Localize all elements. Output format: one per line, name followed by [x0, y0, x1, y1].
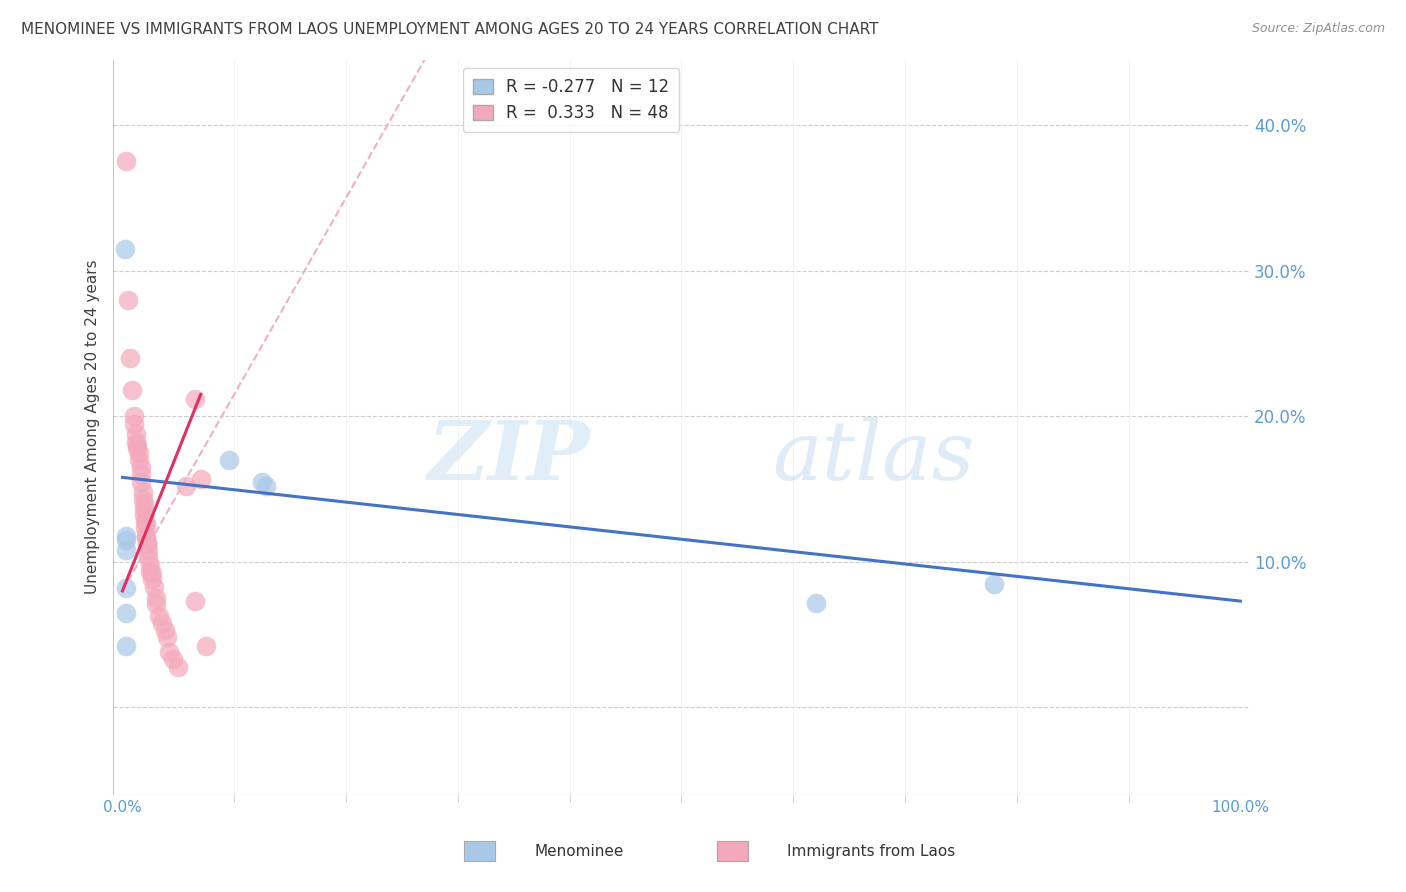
Point — [132, 508, 155, 523]
Point — [128, 453, 150, 467]
Point — [131, 475, 153, 489]
Point — [139, 558, 162, 572]
Point — [122, 409, 145, 424]
Point — [190, 472, 212, 486]
Point — [128, 445, 150, 459]
Point — [174, 479, 197, 493]
Point — [148, 608, 170, 623]
Point — [114, 581, 136, 595]
Point — [136, 537, 159, 551]
Point — [122, 417, 145, 431]
Point — [136, 536, 159, 550]
Text: Menominee: Menominee — [534, 845, 624, 859]
Point — [131, 460, 153, 475]
Point — [184, 392, 207, 406]
Point — [131, 492, 153, 507]
Point — [195, 639, 218, 653]
Point — [162, 652, 184, 666]
Point — [136, 543, 159, 558]
Point — [184, 594, 207, 608]
Point — [114, 528, 136, 542]
Text: atlas: atlas — [772, 417, 974, 497]
Point — [114, 242, 136, 256]
Point — [125, 435, 148, 450]
Point — [117, 293, 139, 307]
Point — [125, 442, 148, 456]
Point — [114, 154, 136, 169]
Point — [125, 426, 148, 441]
Point — [136, 550, 159, 565]
Y-axis label: Unemployment Among Ages 20 to 24 years: Unemployment Among Ages 20 to 24 years — [86, 260, 100, 594]
Point — [135, 528, 157, 542]
Point — [254, 479, 277, 493]
Point — [135, 516, 157, 531]
Point — [131, 467, 153, 482]
Text: MENOMINEE VS IMMIGRANTS FROM LAOS UNEMPLOYMENT AMONG AGES 20 TO 24 YEARS CORRELA: MENOMINEE VS IMMIGRANTS FROM LAOS UNEMPL… — [21, 22, 879, 37]
Point — [145, 597, 167, 611]
Point — [114, 639, 136, 653]
Point — [167, 659, 190, 673]
Point — [134, 514, 156, 528]
Point — [218, 453, 240, 467]
Point — [131, 484, 153, 499]
Point — [125, 438, 148, 452]
Point — [134, 521, 156, 535]
Point — [804, 596, 827, 610]
Point — [156, 631, 179, 645]
Text: Immigrants from Laos: Immigrants from Laos — [787, 845, 956, 859]
Text: Source: ZipAtlas.com: Source: ZipAtlas.com — [1251, 22, 1385, 36]
Point — [114, 543, 136, 558]
Point — [153, 624, 176, 638]
Point — [150, 615, 173, 630]
Point — [114, 606, 136, 620]
Text: ZIP: ZIP — [427, 417, 591, 497]
Point — [141, 572, 163, 586]
Legend: R = -0.277   N = 12, R =  0.333   N = 48: R = -0.277 N = 12, R = 0.333 N = 48 — [463, 68, 679, 132]
Point — [132, 497, 155, 511]
Point — [157, 645, 180, 659]
Point — [120, 351, 142, 365]
Point — [135, 530, 157, 544]
Point — [983, 576, 1005, 591]
Point — [250, 475, 273, 489]
Point — [139, 565, 162, 579]
Point — [114, 533, 136, 547]
Point — [141, 566, 163, 581]
Point — [121, 383, 143, 397]
Point — [145, 591, 167, 606]
Point — [142, 580, 165, 594]
Point — [132, 502, 155, 516]
